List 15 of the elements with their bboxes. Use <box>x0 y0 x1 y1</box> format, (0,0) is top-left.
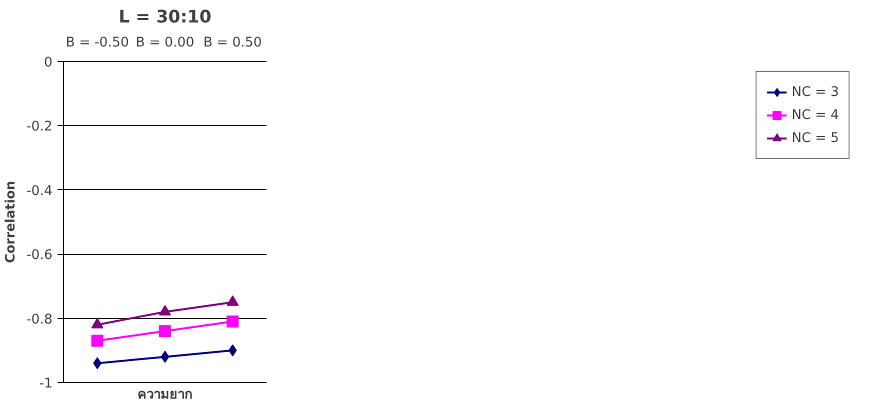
y-tick-label: -0.6 <box>26 248 53 264</box>
x-axis-title: ความยาก <box>138 388 192 402</box>
x-tick-label: B = -0.50 <box>66 36 129 50</box>
legend-label: NC = 4 <box>792 108 839 122</box>
legend-label: NC = 3 <box>792 84 839 100</box>
y-axis-title: Correlation <box>3 180 18 264</box>
y-tick-label: -1 <box>39 376 53 392</box>
legend-label: NC = 5 <box>792 130 839 146</box>
y-tick-label: -0.2 <box>26 120 53 135</box>
chart-title: L = 30:10 <box>118 8 212 28</box>
x-tick-label: B = 0.50 <box>203 36 262 50</box>
y-tick-label: -0.8 <box>26 312 53 328</box>
y-tick-label: -0.4 <box>26 184 53 199</box>
x-tick-label: B = 0.00 <box>136 36 194 50</box>
y-tick-label: 0 <box>44 56 53 70</box>
